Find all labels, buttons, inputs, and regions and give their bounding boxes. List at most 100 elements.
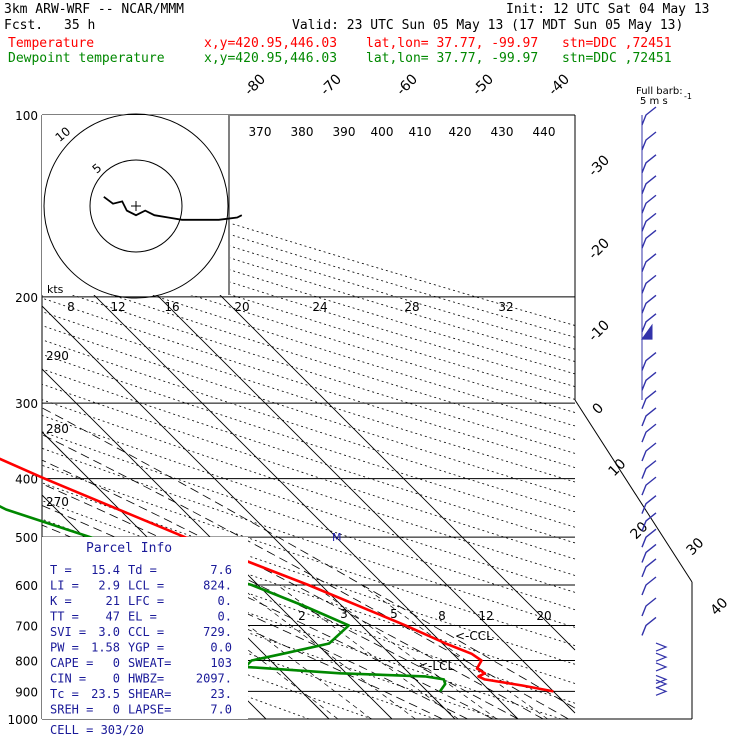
model-title: 3km ARW-WRF -- NCAR/MMM	[4, 2, 185, 17]
parcel-info-value: K =	[50, 594, 72, 608]
moist-adiabat-label: 28	[404, 300, 419, 314]
moist-adiabat-line	[41, 459, 544, 720]
theta-e-label: 420	[449, 125, 472, 139]
parcel-info-value: SHEAR=	[128, 687, 171, 701]
moist-adiabat-line	[41, 505, 493, 720]
temperature-profile-line	[0, 457, 554, 693]
legend-dewpoint-name: Dewpoint temperature	[8, 51, 165, 66]
parcel-info-value: CCL =	[128, 625, 164, 639]
wind-barb	[641, 274, 657, 294]
parcel-info-value: 2.9	[98, 579, 120, 593]
parcel-info-value: 0	[113, 672, 120, 686]
parcel-info-value: TT =	[50, 610, 79, 624]
moist-adiabat-label: 8	[67, 300, 75, 314]
dry-adiabat-line	[41, 311, 576, 483]
pressure-label: 600	[15, 579, 38, 593]
parcel-info-value: 21	[106, 594, 120, 608]
wind-barb	[655, 662, 668, 672]
dry-adiabat-line	[41, 368, 576, 544]
wind-barb	[641, 476, 657, 496]
mixing-ratio-label: 5	[390, 607, 398, 621]
parcel-info-value: HWBZ=	[128, 672, 164, 686]
pressure-labels: 100 200 300 400 500 600 700 800 900 1000	[7, 109, 38, 727]
parcel-info-title: Parcel Info	[86, 541, 172, 556]
isotherm-label: 40	[708, 595, 732, 619]
parcel-info-value: LI =	[50, 579, 79, 593]
legend-dewpoint-latlon: lat,lon= 37.77, -99.97	[366, 51, 539, 66]
isotherm-line	[41, 305, 456, 720]
mixing-ratio-line	[313, 584, 498, 720]
lower-frame-line	[574, 399, 693, 583]
wind-barb	[641, 460, 657, 479]
init-time: Init: 12 UTC Sat 04 May 13	[506, 2, 710, 17]
parcel-info-value: 729.	[203, 625, 232, 639]
wind-barb	[641, 616, 657, 636]
dry-adiabat-line	[41, 339, 576, 513]
parcel-info-value: LCL =	[128, 579, 164, 593]
hodograph-ring	[89, 159, 183, 253]
parcel-info-value: LAPSE=	[128, 703, 171, 717]
dry-adiabat-label: 280	[46, 422, 69, 436]
parcel-info-value: CIN =	[50, 672, 86, 686]
legend-temperature-xy: x,y=420.95,446.03	[204, 36, 338, 51]
theta-e-label: 410	[409, 125, 432, 139]
hodograph-units: kts	[47, 283, 64, 296]
parcel-info-cell: CELL = 303/20	[50, 723, 144, 737]
dry-adiabat-line	[41, 447, 576, 628]
dry-adiabat-line	[41, 464, 576, 646]
parcel-info-value: 7.0	[210, 703, 232, 717]
wind-barb	[641, 442, 657, 462]
parcel-info-value: 2097.	[196, 672, 232, 686]
theta-e-label: 440	[533, 125, 556, 139]
wind-barb	[655, 686, 668, 696]
mixing-ratio-label: 8	[438, 609, 446, 623]
parcel-info-value: 103	[210, 656, 232, 670]
parcel-info-value: Td =	[128, 563, 157, 577]
wind-barb	[655, 642, 668, 652]
moist-adiabat-label: 24	[312, 300, 327, 314]
parcel-info-value: SVI =	[50, 625, 86, 639]
moist-adiabat-label: 32	[498, 300, 513, 314]
dry-adiabat-line	[41, 325, 576, 498]
parcel-info-value: 7.6	[210, 563, 232, 577]
theta-e-label: 390	[333, 125, 356, 139]
isotherm-label: 30	[684, 535, 708, 559]
dry-adiabat-line	[41, 598, 373, 720]
wind-barb	[641, 253, 657, 273]
pressure-label: 300	[15, 397, 38, 411]
isotherm-label: 20	[628, 519, 652, 543]
wind-barb	[655, 652, 668, 662]
isotherm-label: -60	[394, 71, 421, 98]
pressure-label: 500	[15, 531, 38, 545]
annotations: Full barb:5 m s -1 <-CCL <-LCL M Parcel Info T…	[42, 86, 692, 737]
hodograph-ring	[43, 113, 229, 299]
pressure-label: 400	[15, 473, 38, 487]
isotherm-label: -20	[586, 235, 613, 262]
pressure-label: 900	[15, 685, 38, 699]
valid-time: Valid: 23 UTC Sun 05 May 13 (17 MDT Sun …	[292, 18, 684, 33]
parcel-info-value: 47	[106, 610, 120, 624]
wind-barb	[655, 679, 668, 689]
lcl-annotation: <-LCL	[418, 659, 454, 673]
wind-barb	[641, 597, 657, 617]
parcel-info-value: 3.0	[98, 625, 120, 639]
parcel-info-panel: Parcel Info T = 15.4 Td = 7.6 LI = 2.9 LCL = 824…	[42, 537, 248, 737]
forecast-label: Fcst.	[4, 18, 44, 33]
wind-barb	[641, 371, 657, 391]
parcel-info-value: PW =	[50, 641, 79, 655]
wind-barb	[641, 229, 657, 249]
dry-adiabat-line	[41, 431, 576, 611]
pressure-label: 200	[15, 291, 38, 305]
dry-adiabat-label: 270	[46, 495, 69, 509]
dry-adiabat-line	[41, 383, 576, 560]
isotherm-label: -40	[546, 71, 573, 98]
wind-barb	[641, 390, 657, 410]
wind-barb	[641, 576, 657, 596]
theta-e-label: 430	[491, 125, 514, 139]
wind-barb	[641, 512, 657, 532]
m-marker: M	[332, 531, 342, 544]
wind-barb	[641, 495, 657, 514]
dry-adiabat-line	[41, 185, 576, 350]
